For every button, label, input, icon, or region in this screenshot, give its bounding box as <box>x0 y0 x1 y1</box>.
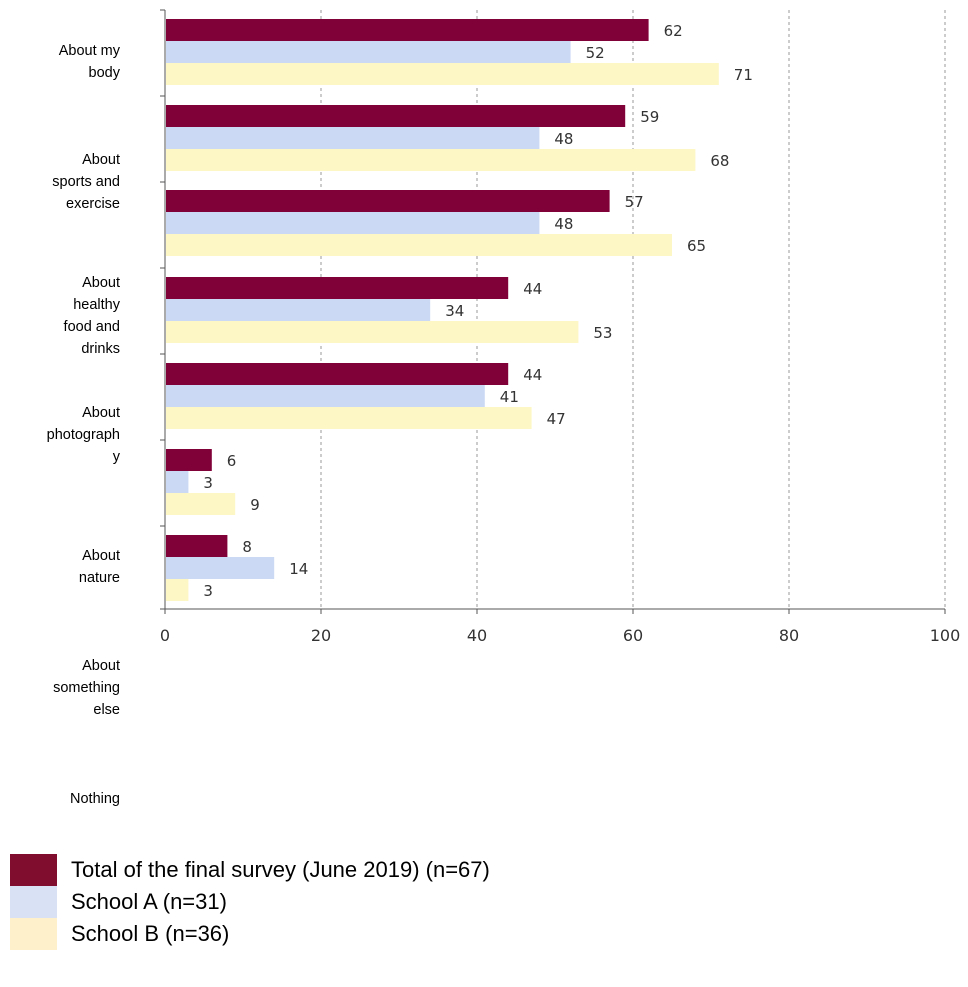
category-label-1: About sports and exercise <box>52 152 120 212</box>
bar-s1-c3 <box>166 299 431 321</box>
bar-s1-c4 <box>166 385 485 407</box>
x-tick-label-20: 20 <box>311 626 331 645</box>
x-tick-label-40: 40 <box>467 626 487 645</box>
bar-s2-c6 <box>166 579 189 601</box>
bar-s0-c2 <box>166 190 610 212</box>
data-label-s0-c2: 57 <box>625 193 644 211</box>
bar-s1-c0 <box>166 41 571 63</box>
x-tick-label-60: 60 <box>623 626 643 645</box>
data-label-s0-c4: 44 <box>523 366 542 384</box>
legend-swatch-total <box>10 854 57 886</box>
data-label-s0-c0: 62 <box>664 22 683 40</box>
category-label-4: About nature <box>78 548 120 586</box>
data-label-s2-c4: 47 <box>547 410 566 428</box>
legend: Total of the final survey (June 2019) (n… <box>10 854 490 950</box>
data-label-s2-c5: 9 <box>250 496 260 514</box>
data-label-s0-c1: 59 <box>640 108 659 126</box>
bar-chart: 0 20 40 60 80 1006259574444685248483441314716… <box>160 9 961 645</box>
legend-swatch-school-a <box>10 886 57 918</box>
legend-label-school-b: School B (n=36) <box>71 921 230 946</box>
bar-s0-c5 <box>166 449 212 471</box>
bar-s0-c6 <box>166 535 228 557</box>
bar-s2-c4 <box>166 407 532 429</box>
category-label-5: About something else <box>53 658 120 718</box>
data-label-s2-c0: 71 <box>734 66 753 84</box>
category-label-0: About my body <box>58 43 120 81</box>
x-tick-label-0: 0 <box>160 626 170 645</box>
data-label-s1-c6: 14 <box>289 560 308 578</box>
legend-label-total: Total of the final survey (June 2019) (n… <box>71 857 490 882</box>
bar-s0-c4 <box>166 363 509 385</box>
bar-s2-c1 <box>166 149 696 171</box>
data-label-s1-c3: 34 <box>445 302 464 320</box>
bar-s0-c1 <box>166 105 626 127</box>
bar-s2-c3 <box>166 321 579 343</box>
data-label-s0-c3: 44 <box>523 280 542 298</box>
data-label-s1-c4: 41 <box>500 388 519 406</box>
data-label-s2-c1: 68 <box>710 152 729 170</box>
category-label-3: About photograph y <box>46 405 120 465</box>
data-label-s0-c6: 8 <box>242 538 252 556</box>
data-label-s0-c5: 6 <box>227 452 237 470</box>
bar-s2-c5 <box>166 493 236 515</box>
legend-item-total: Total of the final survey (June 2019) (n… <box>10 854 490 886</box>
data-label-s1-c0: 52 <box>586 44 605 62</box>
bar-s2-c2 <box>166 234 672 256</box>
data-label-s1-c2: 48 <box>554 215 573 233</box>
bar-s0-c3 <box>166 277 509 299</box>
bar-s1-c5 <box>166 471 189 493</box>
data-label-s1-c5: 3 <box>203 474 213 492</box>
bar-s2-c0 <box>166 63 719 85</box>
x-tick-label-80: 80 <box>779 626 799 645</box>
category-label-2: About healthy food and drinks <box>63 275 120 357</box>
x-tick-label-100: 100 <box>930 626 961 645</box>
bar-s1-c2 <box>166 212 540 234</box>
category-label-6: Nothing <box>70 791 120 807</box>
bar-s1-c1 <box>166 127 540 149</box>
legend-item-school-b: School B (n=36) <box>10 918 490 950</box>
data-label-s1-c1: 48 <box>554 130 573 148</box>
legend-label-school-a: School A (n=31) <box>71 889 227 914</box>
data-label-s2-c3: 53 <box>593 324 612 342</box>
data-label-s2-c6: 3 <box>203 582 213 600</box>
legend-item-school-a: School A (n=31) <box>10 886 490 918</box>
bar-s0-c0 <box>166 19 649 41</box>
data-label-s2-c2: 65 <box>687 237 706 255</box>
bar-s1-c6 <box>166 557 275 579</box>
legend-swatch-school-b <box>10 918 57 950</box>
